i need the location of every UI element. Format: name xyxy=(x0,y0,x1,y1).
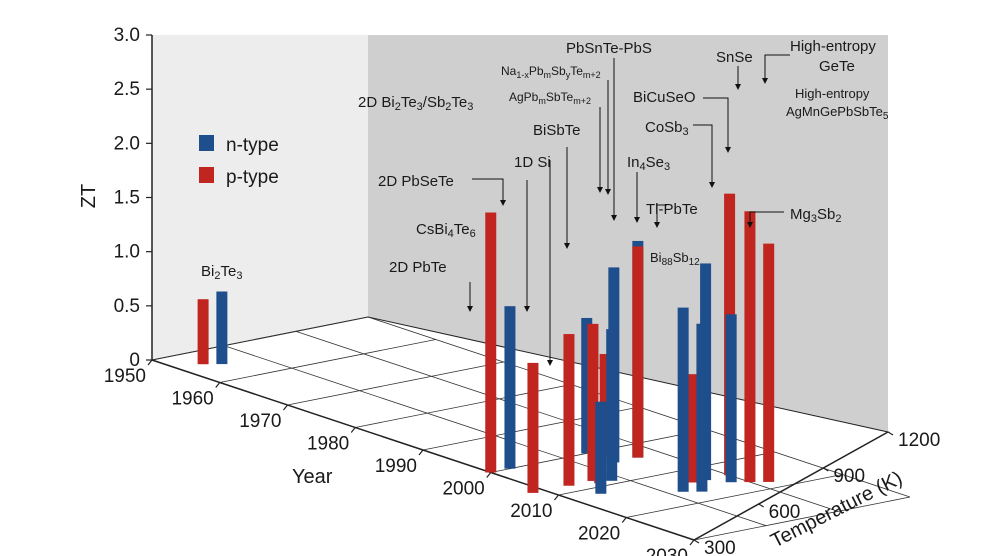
year-tick-mark xyxy=(215,382,221,388)
z-axis-ticks: 0 0.5 1.0 1.5 2.0 2.5 3.0 xyxy=(114,25,152,371)
bar-n-type-csbi4te6 xyxy=(504,306,516,469)
label-2d-pbte: 2D PbTe xyxy=(389,259,447,276)
bar-p-type-bi2te3 xyxy=(197,299,209,365)
z-tick-label: 1.0 xyxy=(114,242,140,263)
label-high-entropy-agmn-1: High-entropy xyxy=(795,86,870,101)
label-snse: SnSe xyxy=(716,49,753,66)
year-tick-mark xyxy=(418,449,424,456)
label-bisbte: BiSbTe xyxy=(533,122,581,139)
z-tick-label: 3.0 xyxy=(114,25,140,46)
year-tick-label: 1960 xyxy=(171,389,213,410)
z-tick-label: 0.5 xyxy=(114,296,140,317)
z-tick-label: 2.5 xyxy=(114,79,140,100)
year-tick-label: 1980 xyxy=(307,434,349,455)
label-2d-pbsete: 2D PbSeTe xyxy=(378,173,454,190)
bar-p-type xyxy=(688,374,700,483)
year-tick-mark xyxy=(689,539,695,546)
year-tick-label: 2020 xyxy=(578,524,620,545)
legend-label-p-type: p-type xyxy=(226,167,279,188)
label-2d-bi2te3-sb2te3: 2D Bi2Te3/Sb2Te3 xyxy=(358,94,473,113)
bar-p-type-tl-pbte xyxy=(587,323,599,481)
label-csbi4te6: CsBi4Te6 xyxy=(416,221,476,240)
label-high-entropy-gete-2: GeTe xyxy=(819,58,855,75)
floor-gridline-year xyxy=(219,339,436,383)
floor-gridline-year xyxy=(693,496,911,541)
legend-swatch-n-type xyxy=(199,135,214,151)
bar-p-type-high-entropy-gete xyxy=(744,211,756,483)
year-tick-label: 2010 xyxy=(510,501,552,522)
bar-n-type xyxy=(581,317,593,454)
year-tick-label: 2000 xyxy=(442,479,484,500)
back-wall xyxy=(368,35,888,432)
floor-gridline-year xyxy=(287,361,504,406)
year-tick-mark xyxy=(554,494,559,501)
label-in4se3: In4Se3 xyxy=(627,154,670,173)
annotations-layer: Bi2Te3 2D Bi2Te3/Sb2Te3 2D PbSeTe CsBi4T… xyxy=(201,38,889,366)
z-tick-label: 1.5 xyxy=(114,188,140,209)
leader-lines xyxy=(469,54,790,360)
bars-layer xyxy=(197,193,775,494)
label-mg3sb2: Mg3Sb2 xyxy=(790,206,841,225)
bar-p-type-na1-xpbmsbytem-2 xyxy=(632,246,644,458)
label-high-entropy-gete-1: High-entropy xyxy=(790,38,876,55)
floor-gridline-year xyxy=(151,316,369,361)
temperature-tick-mark xyxy=(887,431,894,436)
year-tick-mark xyxy=(486,472,492,478)
bar-n-type xyxy=(216,291,228,365)
temperature-tick-label: 900 xyxy=(833,466,865,487)
label-bi2te3: Bi2Te3 xyxy=(201,263,242,282)
label-bicuseo: BiCuSeO xyxy=(633,89,696,106)
z-axis-title: ZT xyxy=(78,184,100,208)
year-tick-mark xyxy=(147,359,153,366)
temperature-tick-mark xyxy=(823,467,829,472)
temperature-tick-mark xyxy=(758,503,764,508)
bar-n-type-cosb3 xyxy=(677,307,689,492)
bar-n-type-mg3sb2 xyxy=(696,323,708,492)
year-tick-label: 1970 xyxy=(239,411,281,432)
label-tl-pbte: Tl-PbTe xyxy=(646,201,698,218)
bar-n-type xyxy=(595,401,607,494)
bar-n-type-in4se3 xyxy=(606,329,618,481)
temperature-axis-ticks: 300 600 900 1200 xyxy=(693,430,940,556)
floor-gridline-year xyxy=(558,451,775,496)
temperature-tick-label: 600 xyxy=(769,502,801,523)
floor-gridline-year xyxy=(626,474,843,518)
label-1d-si: 1D Si xyxy=(514,154,551,171)
bar-p-type-bisbte xyxy=(563,334,575,486)
label-agpbmsbtem2: AgPbmSbTem+2 xyxy=(509,90,591,106)
left-wall xyxy=(152,35,368,360)
year-tick-label: 2030 xyxy=(646,546,688,556)
label-pbsnte-pbs: PbSnTe-PbS xyxy=(566,40,652,57)
z-tick-label: 0 xyxy=(129,350,140,371)
z-tick-label: 2.0 xyxy=(114,133,140,154)
year-tick-label: 1990 xyxy=(375,456,417,477)
legend: n-type p-type xyxy=(199,135,279,188)
bar-n-type-bi88sb12 xyxy=(725,314,737,483)
label-high-entropy-agmn-2: AgMnGePbSbTe5 xyxy=(786,104,889,122)
legend-swatch-p-type xyxy=(199,167,214,183)
year-tick-label: 1950 xyxy=(104,366,146,387)
year-axis-ticks: 1950 1960 1970 1980 1990 2000 2010 2020 2030 xyxy=(104,359,695,556)
temperature-tick-label: 300 xyxy=(704,538,736,556)
bar-p-type-high-entropy-agmngepbsbte5 xyxy=(763,243,775,482)
year-tick-mark xyxy=(621,517,627,523)
year-tick-mark xyxy=(350,427,356,433)
label-cosb3: CoSb3 xyxy=(645,119,689,138)
legend-label-n-type: n-type xyxy=(226,135,279,156)
bar-p-type-2d-bi2te3-sb2te3 xyxy=(485,212,497,473)
year-tick-mark xyxy=(283,404,288,411)
bar-p-type-1d-si xyxy=(527,362,539,493)
temperature-tick-label: 1200 xyxy=(898,430,940,451)
temperature-axis-line xyxy=(693,431,889,541)
arrowheads xyxy=(467,78,768,366)
year-axis-title: Year xyxy=(292,466,333,488)
temperature-tick-mark xyxy=(693,539,700,544)
